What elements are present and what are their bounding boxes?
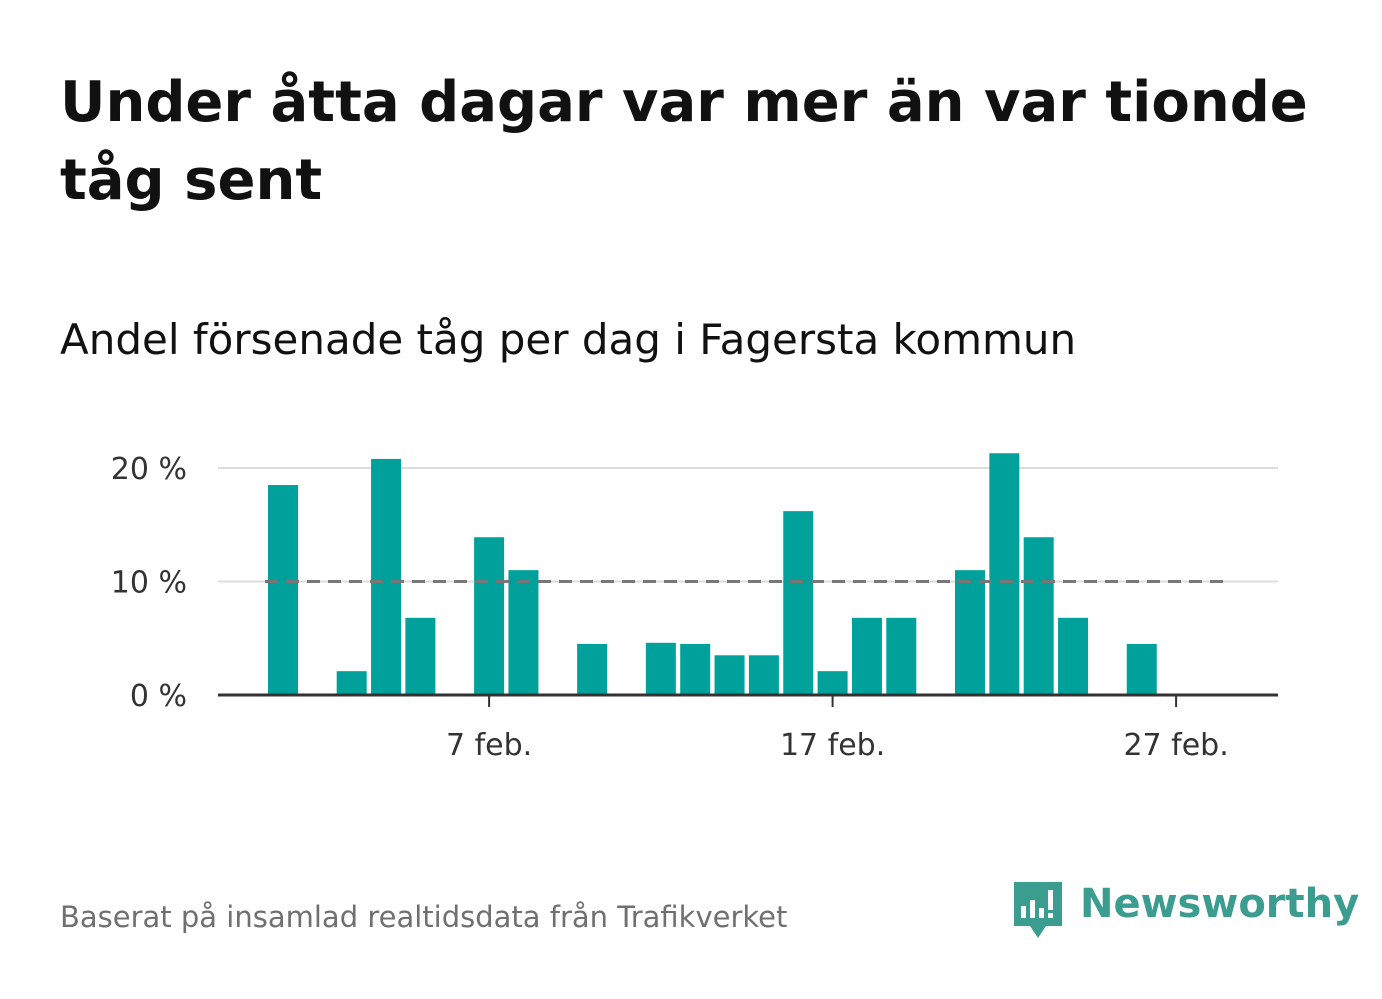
bar	[1023, 537, 1054, 695]
bar	[1126, 643, 1157, 695]
bar	[886, 617, 917, 695]
bar	[817, 671, 848, 695]
bars	[268, 453, 1157, 695]
source-note: Baserat på insamlad realtidsdata från Tr…	[60, 900, 788, 934]
newsworthy-chart-bubble-icon	[1014, 882, 1062, 938]
bar	[336, 671, 367, 695]
newsworthy-logo: Newsworthy	[1012, 880, 1359, 942]
bar	[268, 485, 298, 695]
bar	[748, 655, 779, 695]
bar	[955, 570, 985, 695]
logo-text: Newsworthy	[1080, 881, 1360, 927]
y-tick-label: 20 %	[111, 452, 187, 487]
bar	[645, 642, 676, 695]
bar	[508, 570, 539, 695]
x-tick-label: 17 feb.	[780, 728, 885, 763]
bar	[577, 643, 608, 695]
bar	[989, 453, 1020, 695]
y-tick-label: 0 %	[130, 679, 187, 714]
bar	[405, 617, 436, 695]
bar	[851, 617, 882, 695]
bar-chart: 0 % 10 % 20 % 7 feb. 17 feb. 27 feb.	[111, 452, 1278, 763]
bar	[371, 458, 402, 695]
bar	[714, 655, 745, 695]
chart-subtitle: Andel försenade tåg per dag i Fagersta k…	[60, 315, 1077, 364]
y-tick-label: 10 %	[111, 566, 187, 601]
bar	[1058, 617, 1089, 695]
axes: 0 % 10 % 20 % 7 feb. 17 feb. 27 feb.	[111, 452, 1278, 763]
x-tick-label: 27 feb.	[1123, 728, 1228, 763]
bar	[783, 511, 814, 695]
bar	[474, 537, 505, 695]
bar	[680, 643, 711, 695]
x-tick-label: 7 feb.	[446, 728, 532, 763]
chart-title: Under åtta dagar var mer än var tionde t…	[60, 70, 1308, 213]
